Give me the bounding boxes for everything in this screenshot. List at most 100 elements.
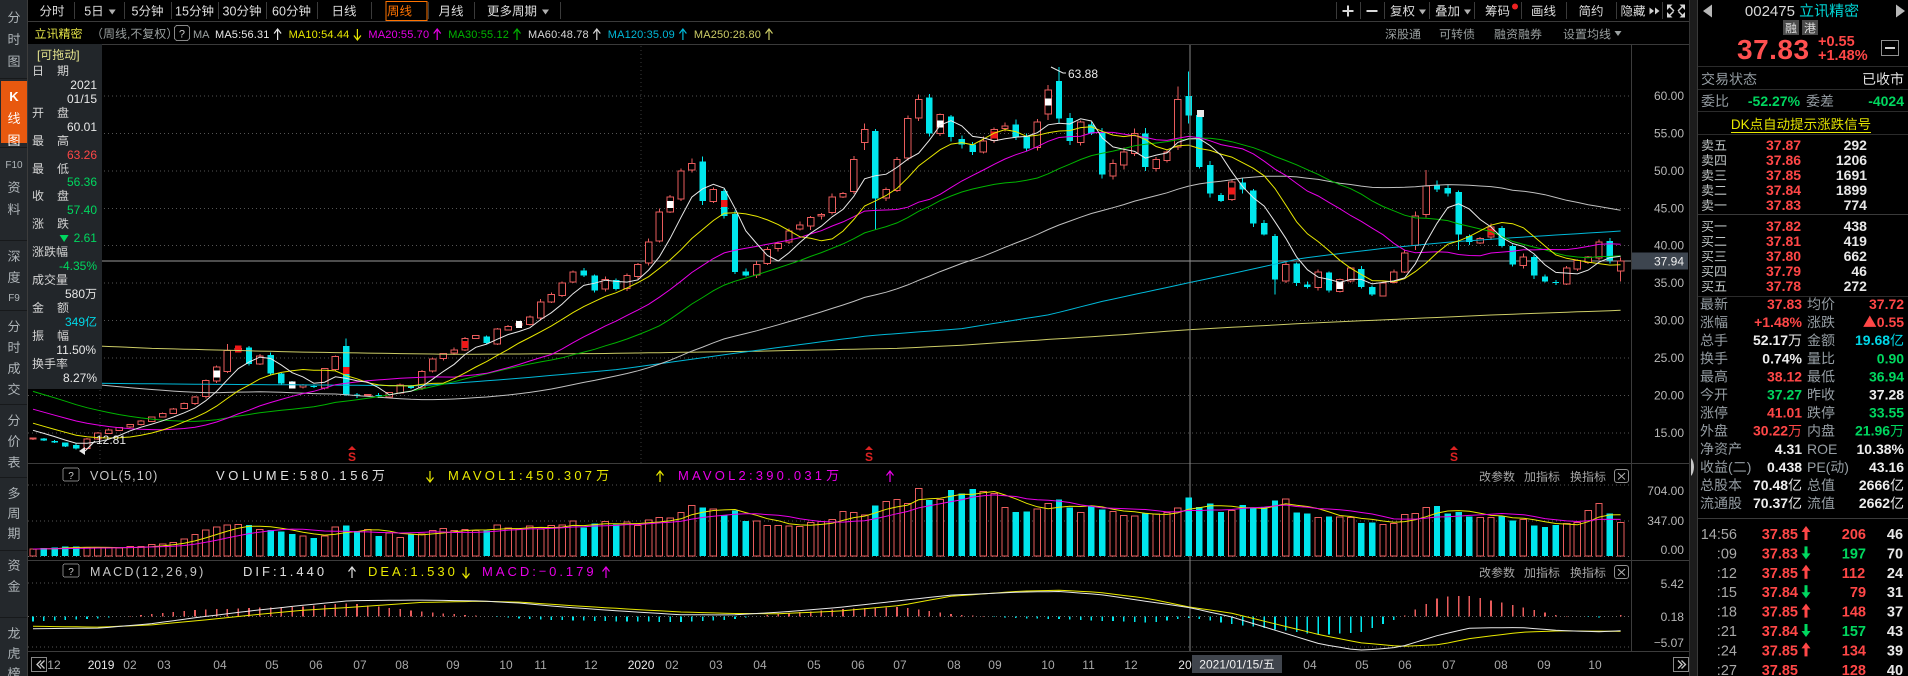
svg-text:43: 43: [1887, 624, 1903, 640]
svg-text:+1.48%: +1.48%: [1754, 314, 1802, 330]
svg-text:MA30:55.12: MA30:55.12: [448, 29, 509, 41]
svg-text:5.42: 5.42: [1661, 577, 1685, 591]
svg-text:05: 05: [1355, 658, 1369, 672]
svg-text:2020: 2020: [628, 658, 655, 672]
svg-text:37.85: 37.85: [1762, 643, 1798, 659]
svg-text:0.90: 0.90: [1877, 350, 1904, 366]
svg-text:70.48: 70.48: [1753, 477, 1788, 493]
svg-text:37.27: 37.27: [1767, 387, 1802, 403]
svg-text:03: 03: [709, 658, 723, 672]
svg-text:MACD:: MACD:: [482, 564, 539, 579]
svg-text:12: 12: [47, 658, 61, 672]
svg-text::24: :24: [1717, 643, 1737, 659]
svg-text:2.61: 2.61: [74, 231, 98, 245]
svg-text:38.12: 38.12: [1767, 368, 1802, 384]
svg-text:347.00: 347.00: [1647, 514, 1684, 528]
svg-text:+1.48%: +1.48%: [1818, 48, 1868, 64]
svg-text:2666: 2666: [1859, 477, 1890, 493]
svg-text:10: 10: [1041, 658, 1055, 672]
svg-text:S: S: [865, 450, 873, 464]
svg-text:112: 112: [1842, 566, 1865, 582]
svg-text:0.00: 0.00: [1661, 543, 1685, 557]
svg-text:08: 08: [947, 658, 961, 672]
svg-text:07: 07: [893, 658, 907, 672]
svg-text:25.00: 25.00: [1654, 351, 1684, 365]
svg-text:MACD(12,26,9): MACD(12,26,9): [90, 565, 205, 579]
svg-text:ROE: ROE: [1807, 441, 1837, 457]
svg-text:662: 662: [1844, 248, 1868, 264]
svg-text:8.27%: 8.27%: [63, 371, 97, 385]
svg-text:MAVOL2:390.031: MAVOL2:390.031: [678, 468, 825, 483]
svg-text:37.83: 37.83: [1737, 34, 1810, 65]
svg-text:37.86: 37.86: [1766, 152, 1801, 168]
svg-text:37.85: 37.85: [1762, 527, 1798, 543]
svg-text:79: 79: [1850, 585, 1866, 601]
svg-text:63.88: 63.88: [1068, 67, 1098, 81]
svg-text:04: 04: [753, 658, 767, 672]
svg-text:37.79: 37.79: [1766, 263, 1801, 279]
svg-text:12: 12: [584, 658, 598, 672]
svg-text:60.01: 60.01: [67, 120, 97, 134]
svg-text:): ): [1844, 459, 1849, 475]
svg-text:37.85: 37.85: [1762, 605, 1798, 621]
svg-text:?: ?: [179, 29, 185, 41]
svg-text:14:56: 14:56: [1701, 527, 1737, 543]
svg-text:580: 580: [65, 287, 85, 301]
svg-text::18: :18: [1717, 605, 1737, 621]
svg-text:06: 06: [1398, 658, 1412, 672]
svg-text:VOLUME:580.156: VOLUME:580.156: [216, 468, 372, 483]
svg-text:[: [: [37, 48, 41, 62]
svg-text:DIF:1.440: DIF:1.440: [243, 564, 327, 579]
svg-text:1206: 1206: [1836, 152, 1867, 168]
svg-text:55.00: 55.00: [1654, 126, 1684, 140]
svg-text:DEA:1.530: DEA:1.530: [368, 564, 458, 579]
svg-text:37.85: 37.85: [1762, 566, 1798, 582]
svg-text:2021: 2021: [70, 78, 97, 92]
svg-text:63.26: 63.26: [67, 148, 97, 162]
svg-text:0.55: 0.55: [1877, 314, 1904, 330]
svg-text:19.68: 19.68: [1855, 332, 1890, 348]
svg-text:F10: F10: [5, 160, 23, 171]
svg-text::09: :09: [1717, 546, 1737, 562]
svg-text:157: 157: [1842, 624, 1866, 640]
svg-text:31: 31: [1887, 585, 1903, 601]
svg-text:MA250:28.80: MA250:28.80: [694, 29, 761, 41]
svg-text:12.81: 12.81: [96, 433, 126, 447]
svg-text::27: :27: [1717, 663, 1737, 676]
svg-text:30.22: 30.22: [1753, 423, 1788, 439]
svg-text:?: ?: [68, 567, 74, 578]
svg-text:30.00: 30.00: [1654, 314, 1684, 328]
svg-text:MA: MA: [193, 29, 210, 41]
svg-text:VOL(5,10): VOL(5,10): [90, 469, 158, 483]
svg-text:21.96: 21.96: [1855, 423, 1890, 439]
svg-text:37.28: 37.28: [1869, 387, 1904, 403]
svg-text:39: 39: [1887, 643, 1903, 659]
svg-text:1899: 1899: [1836, 182, 1867, 198]
svg-text:70.37: 70.37: [1753, 495, 1788, 511]
svg-text:2019: 2019: [88, 658, 115, 672]
svg-text:07: 07: [353, 658, 367, 672]
svg-text:-4024: -4024: [1868, 93, 1904, 109]
svg-text:37.85: 37.85: [1762, 663, 1798, 676]
svg-text:-4.35%: -4.35%: [59, 259, 97, 273]
svg-text:37.87: 37.87: [1766, 137, 1801, 153]
svg-text:70: 70: [1887, 546, 1903, 562]
svg-text:57.40: 57.40: [67, 203, 97, 217]
svg-text:15: 15: [175, 5, 189, 19]
svg-text:46: 46: [1887, 527, 1903, 543]
svg-text:30: 30: [223, 5, 237, 19]
svg-text:272: 272: [1844, 278, 1868, 294]
svg-text:206: 206: [1842, 527, 1866, 543]
svg-text:(: (: [1728, 459, 1733, 475]
svg-text:4.31: 4.31: [1775, 441, 1802, 457]
svg-text:08: 08: [1494, 658, 1508, 672]
svg-text:37.72: 37.72: [1869, 296, 1904, 312]
svg-text:0.438: 0.438: [1767, 459, 1802, 475]
svg-text:0.18: 0.18: [1661, 610, 1685, 624]
svg-text:46: 46: [1851, 263, 1867, 279]
svg-text:PE(: PE(: [1807, 459, 1831, 475]
svg-text:349: 349: [65, 315, 85, 329]
svg-text:MA60:48.78: MA60:48.78: [528, 29, 589, 41]
svg-text:MAVOL1:450.307: MAVOL1:450.307: [448, 468, 595, 483]
svg-text:06: 06: [851, 658, 865, 672]
